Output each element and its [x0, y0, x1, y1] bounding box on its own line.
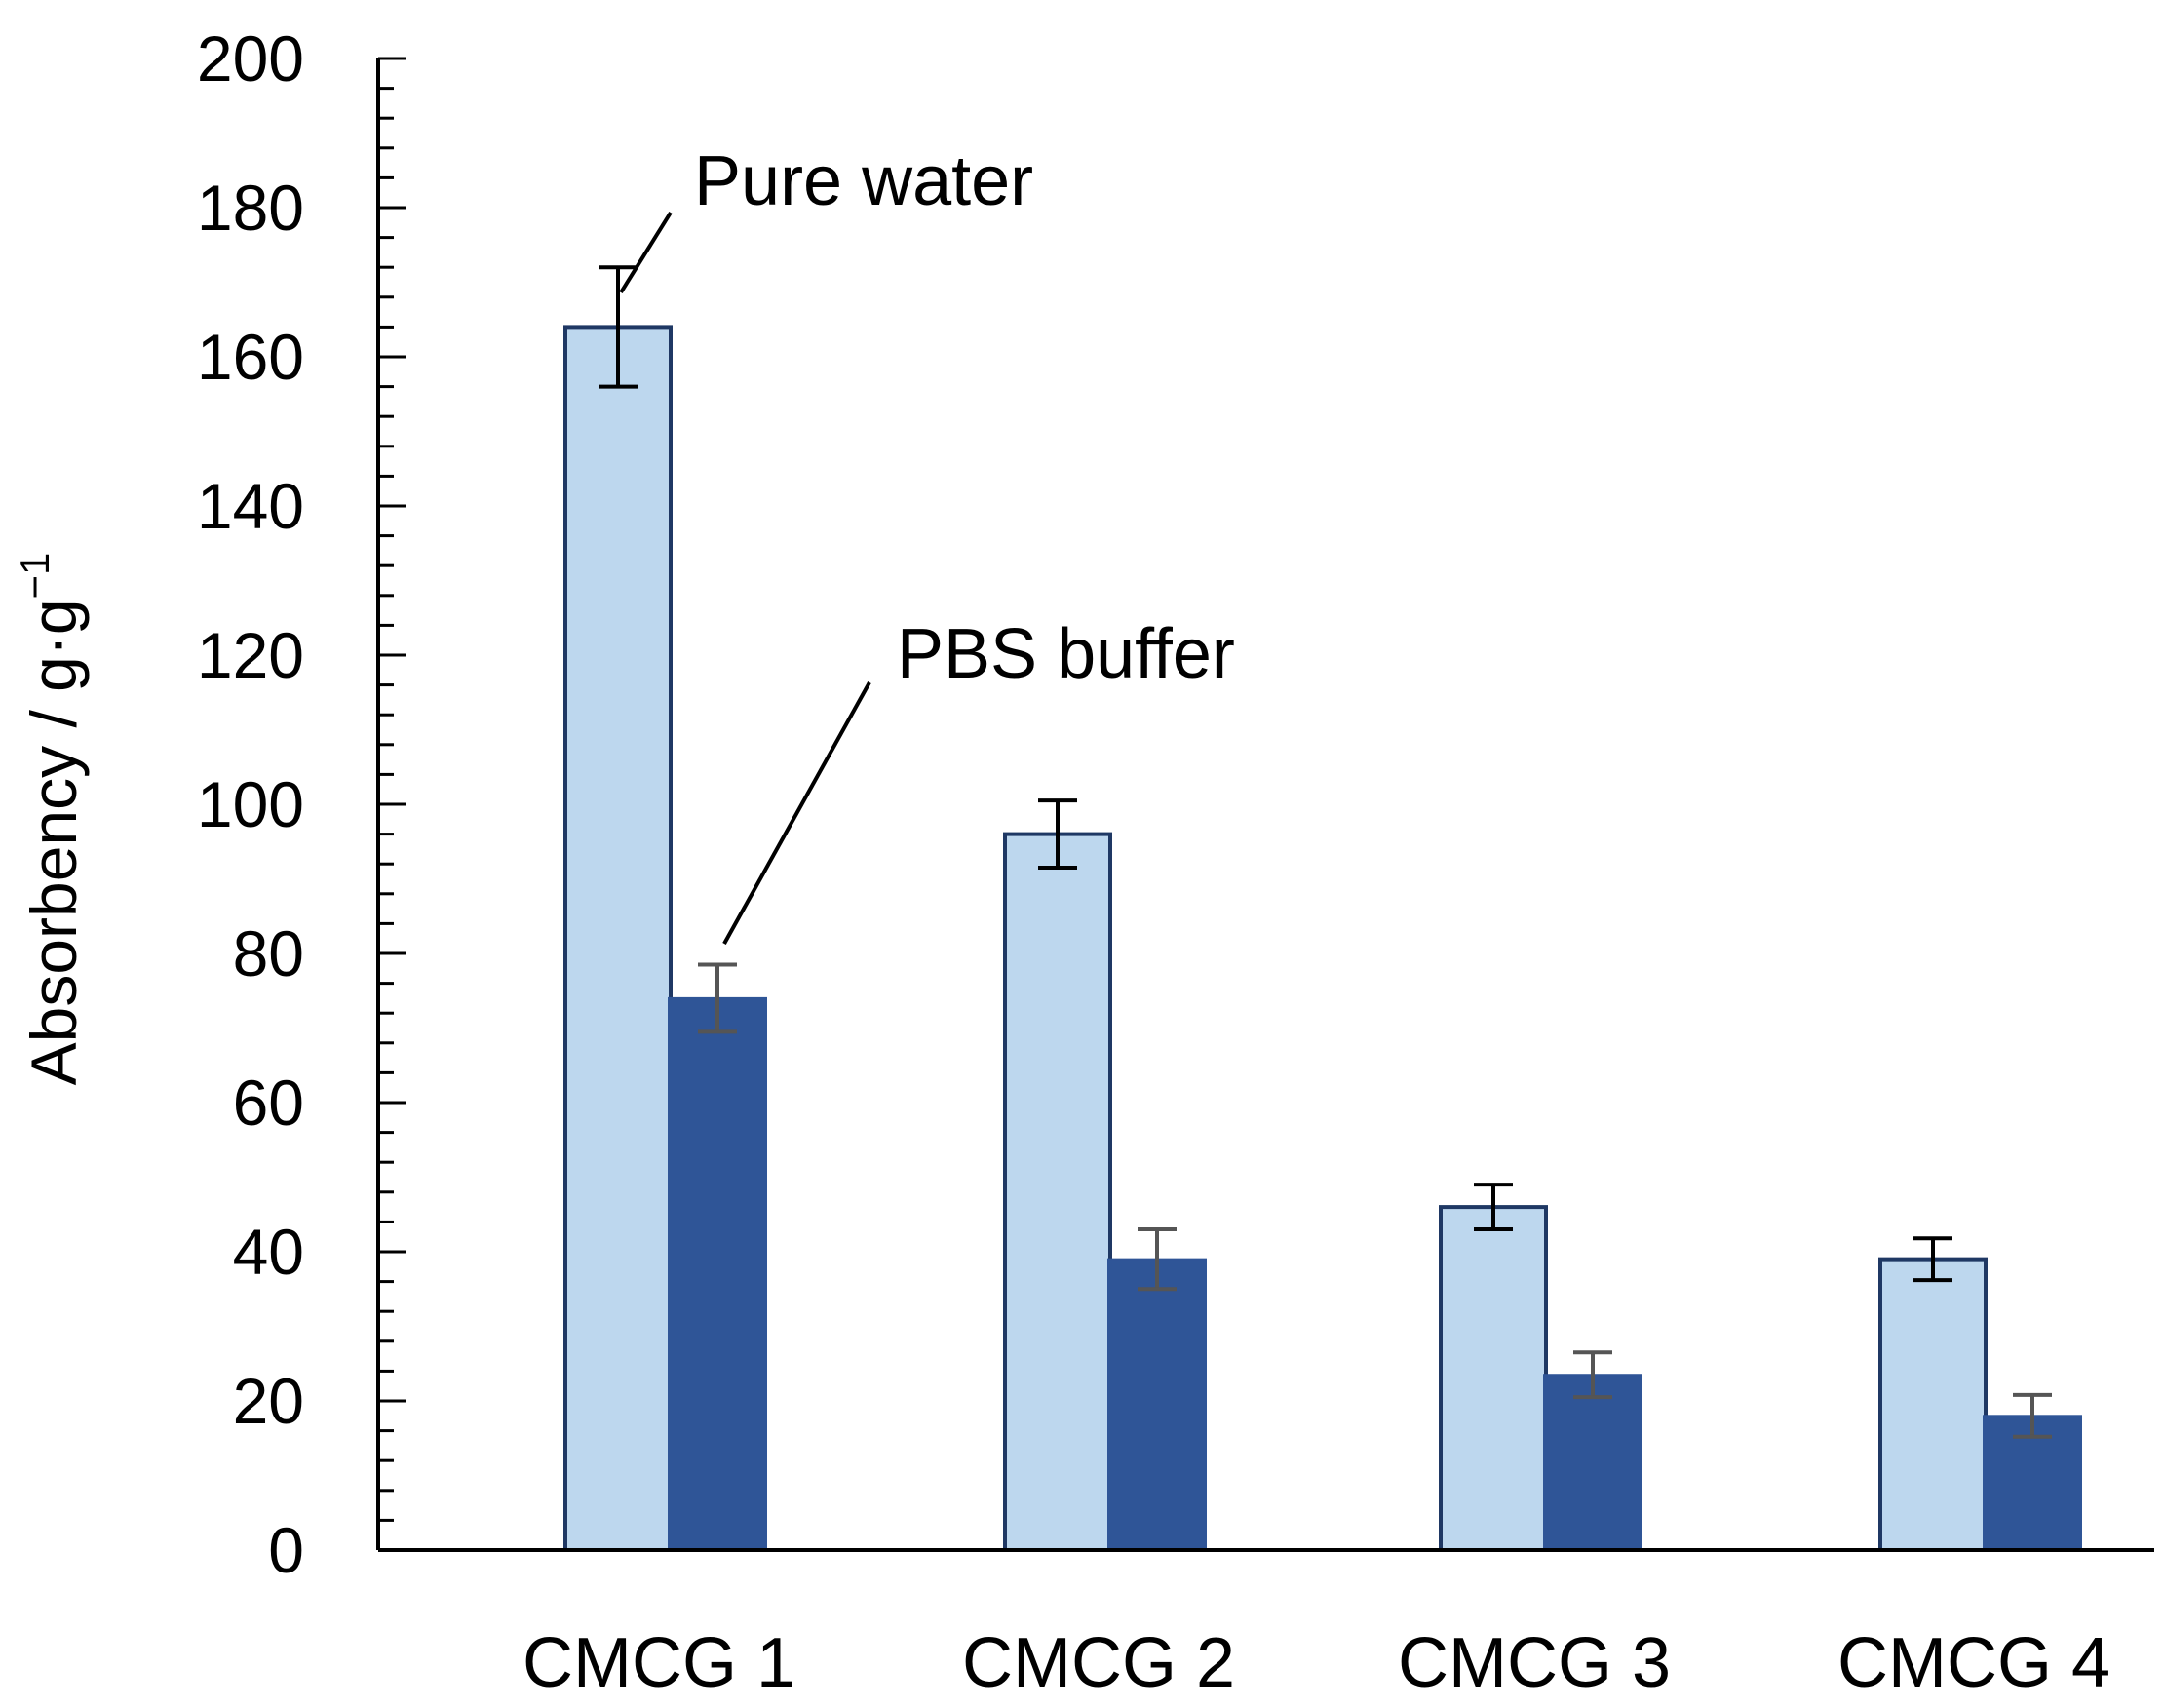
y-tick-label: 100 [197, 768, 304, 840]
error-bar [1573, 1350, 1612, 1400]
annotation-label: Pure water [694, 142, 1033, 220]
annotation-label: PBS buffer [897, 615, 1235, 693]
error-bar [1138, 1227, 1177, 1292]
annotations: Pure water PBS buffer [619, 142, 1235, 945]
y-tick-label: 60 [233, 1067, 304, 1139]
error-bar [1038, 798, 1077, 871]
y-tick-label: 180 [197, 172, 304, 244]
annotation-leader-line [722, 681, 871, 945]
y-tick-label: 80 [233, 917, 304, 990]
x-tick-label: CMCG 3 [1398, 1624, 1671, 1702]
y-tick-label: 20 [233, 1365, 304, 1437]
bar-pure-water [1439, 1205, 1548, 1552]
y-tick-label: 40 [233, 1216, 304, 1288]
y-tick-label: 120 [197, 619, 304, 691]
bar-pure-water [1003, 832, 1112, 1552]
y-axis-title: Absorbency / g·g−1 [12, 553, 90, 1086]
error-bars [599, 265, 2052, 1439]
error-bar [2013, 1392, 2052, 1439]
x-tick-label: CMCG 4 [1837, 1624, 2110, 1702]
y-tick-labels: 0 20 40 60 80 100 120 140 160 180 200 [197, 22, 304, 1586]
y-tick-label: 0 [268, 1514, 304, 1586]
x-tick-label: CMCG 2 [962, 1624, 1235, 1702]
x-tick-labels: CMCG 1 CMCG 2 CMCG 3 CMCG 4 [522, 1624, 2110, 1702]
y-tick-label: 200 [197, 22, 304, 95]
x-tick-label: CMCG 1 [522, 1624, 795, 1702]
annotation-leader-line [619, 211, 673, 294]
error-bar [1913, 1236, 1952, 1283]
bar-pbs-buffer [668, 996, 767, 1551]
bar-pure-water [563, 325, 673, 1552]
error-bar [698, 962, 737, 1034]
bar-pbs-buffer [1107, 1258, 1207, 1552]
bar-pbs-buffer [1543, 1374, 1642, 1551]
y-tick-label: 160 [197, 321, 304, 393]
error-bar [599, 265, 638, 389]
bar-pure-water [1878, 1257, 1988, 1553]
y-tick-label: 140 [197, 470, 304, 542]
bars [563, 325, 2082, 1553]
error-bar [1474, 1183, 1513, 1232]
y-axis-ticks [378, 57, 406, 1552]
